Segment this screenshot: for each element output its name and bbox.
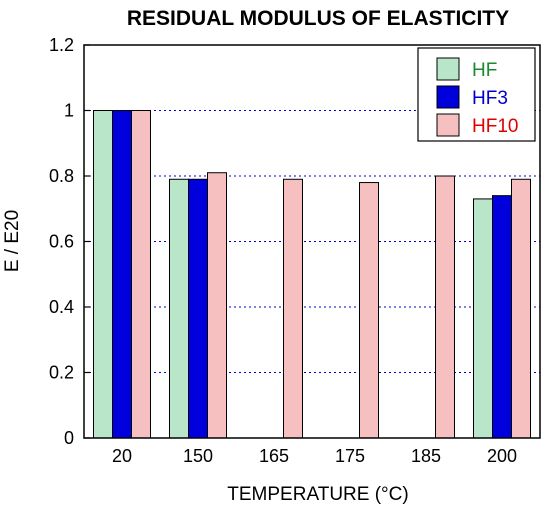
x-tick-label: 175 bbox=[335, 446, 365, 466]
y-tick-label: 0.2 bbox=[49, 363, 74, 383]
legend-label: HF10 bbox=[472, 116, 518, 137]
bar-hf-200 bbox=[473, 198, 493, 439]
x-tick-label: 20 bbox=[112, 446, 132, 466]
grid-lines bbox=[84, 110, 540, 373]
legend-label: HF bbox=[472, 60, 497, 81]
legend-swatch bbox=[436, 85, 460, 109]
bar-hf10-20 bbox=[131, 110, 151, 439]
y-axis-ticks: 0 0.2 0.4 0.6 0.8 1 1.2 bbox=[49, 35, 90, 448]
x-tick-label: 165 bbox=[259, 446, 289, 466]
bar-hf10-175 bbox=[359, 182, 379, 439]
legend: HF HF3 HF10 bbox=[417, 47, 536, 142]
bar-hf10-165 bbox=[283, 178, 303, 439]
x-tick-label: 200 bbox=[487, 446, 517, 466]
x-tick-label: 150 bbox=[183, 446, 213, 466]
y-tick-label: 1 bbox=[64, 101, 74, 121]
y-tick-label: 0.6 bbox=[49, 232, 74, 252]
legend-label: HF3 bbox=[472, 88, 508, 109]
x-axis-ticks: 20 150 165 175 185 200 bbox=[112, 446, 517, 466]
bar-hf3-200 bbox=[492, 195, 512, 439]
x-axis-label: TEMPERATURE (°C) bbox=[227, 484, 408, 505]
bar-hf-20 bbox=[93, 110, 113, 439]
chart-title: RESIDUAL MODULUS OF ELASTICITY bbox=[127, 7, 509, 30]
legend-swatch bbox=[436, 113, 460, 137]
bar-hf3-150 bbox=[188, 178, 208, 439]
y-tick-label: 0 bbox=[64, 428, 74, 448]
bar-hf10-150 bbox=[207, 172, 227, 439]
x-tick-label: 185 bbox=[411, 446, 441, 466]
bar-hf3-20 bbox=[112, 110, 132, 439]
legend-swatch bbox=[436, 57, 460, 81]
bar-hf10-185 bbox=[435, 175, 455, 439]
y-tick-label: 1.2 bbox=[49, 35, 74, 55]
bar-hf10-200 bbox=[511, 178, 531, 439]
bars bbox=[93, 110, 531, 439]
y-tick-label: 0.8 bbox=[49, 166, 74, 186]
y-tick-label: 0.4 bbox=[49, 297, 74, 317]
bar-hf-150 bbox=[169, 178, 189, 439]
y-axis-label: E / E20 bbox=[2, 210, 23, 272]
